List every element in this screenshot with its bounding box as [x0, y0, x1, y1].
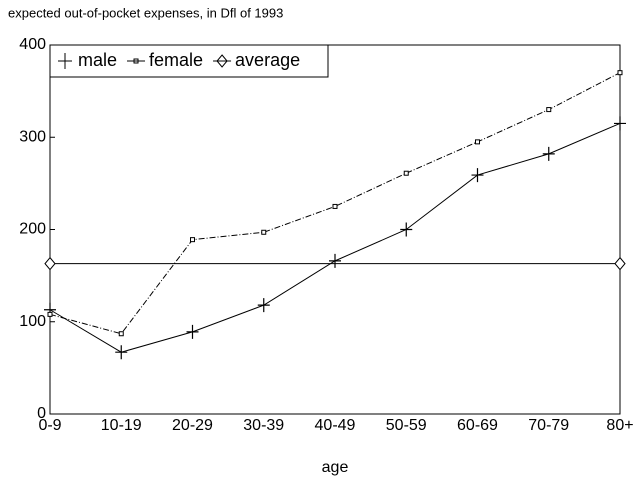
marker-square	[546, 107, 552, 113]
y-tick-label: 0	[37, 405, 46, 422]
x-tick-label: 20-29	[172, 417, 213, 434]
series-line	[49, 72, 621, 335]
marker-plus	[257, 298, 270, 313]
y-tick-label: 200	[19, 221, 46, 238]
marker-plus	[329, 253, 341, 268]
x-tick-label: 0-9	[38, 417, 61, 434]
marker-diamond	[614, 256, 626, 271]
y-tick-label: 300	[19, 128, 46, 145]
chart-title: expected out-of-pocket expenses, in Dfl …	[8, 5, 283, 20]
x-tick-label: 50-59	[386, 417, 427, 434]
legend-label: average	[235, 50, 300, 70]
series-line	[49, 122, 621, 353]
marker-plus	[400, 222, 413, 237]
x-tick-label: 10-19	[101, 417, 142, 434]
legend-marker	[127, 58, 146, 64]
plot-frame	[49, 44, 621, 415]
x-tick-label: 60-69	[457, 417, 498, 434]
marker-plus	[542, 146, 555, 161]
legend-label: female	[149, 50, 203, 70]
legend-marker	[213, 54, 232, 68]
marker-square	[261, 229, 267, 235]
marker-plus	[471, 168, 484, 183]
x-tick-label: 30-39	[243, 417, 284, 434]
marker-square	[47, 311, 53, 317]
marker-plus	[115, 345, 128, 360]
marker-square	[332, 203, 338, 209]
marker-square	[403, 170, 409, 176]
x-tick-label: 40-49	[315, 417, 356, 434]
y-tick-label: 400	[19, 36, 46, 53]
marker-square	[118, 331, 124, 337]
marker-plus	[186, 324, 199, 339]
marker-square	[475, 139, 480, 145]
marker-diamond	[44, 256, 56, 271]
marker-square	[190, 237, 195, 243]
x-tick-label: 70-79	[528, 417, 569, 434]
legend-box	[49, 44, 329, 78]
x-axis-label: age	[322, 459, 349, 476]
marker-plus	[614, 116, 626, 131]
legend-marker	[58, 53, 72, 69]
y-tick-label: 100	[19, 313, 46, 330]
marker-square	[617, 70, 623, 76]
legend-label: male	[78, 50, 117, 70]
x-tick-label: 80+	[606, 417, 633, 434]
